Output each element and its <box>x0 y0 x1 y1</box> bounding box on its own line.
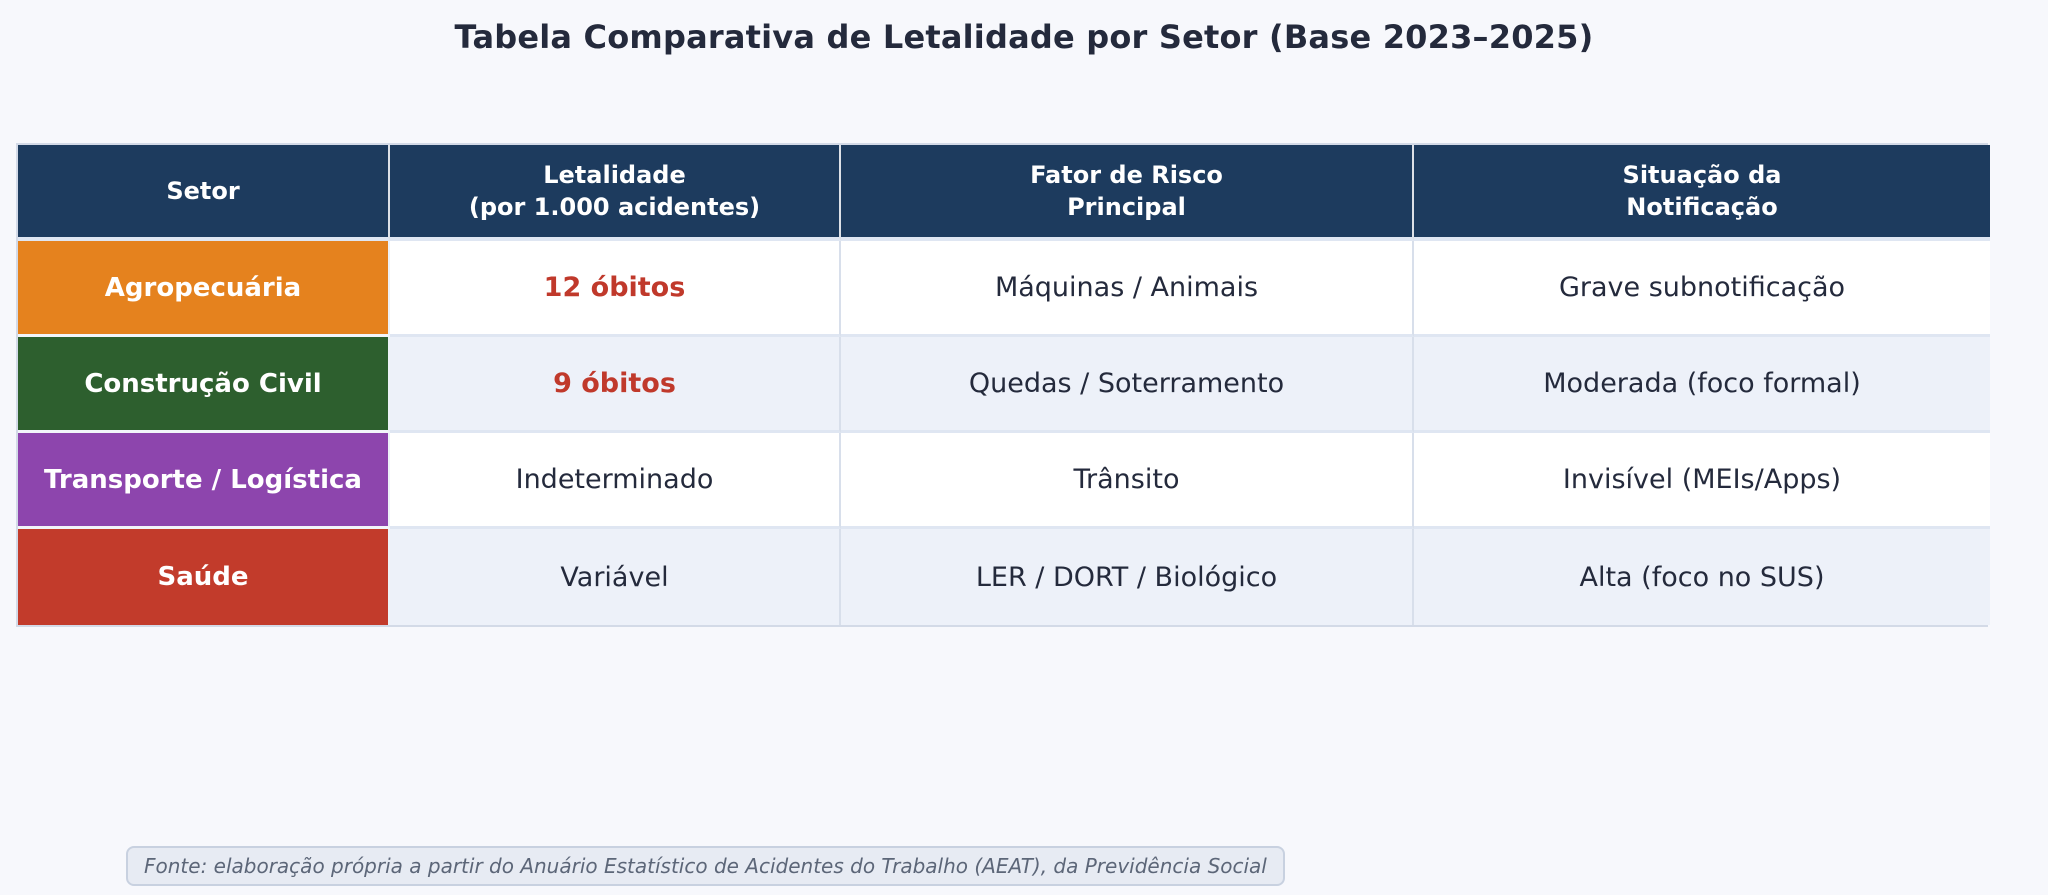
comparative-table: Setor Letalidade (por 1.000 acidentes) Fa… <box>18 145 1990 625</box>
fator-risco-cell: Quedas / Soterramento <box>841 337 1414 433</box>
col-header-fator-de-risco: Fator de Risco Principal <box>841 145 1414 241</box>
col-header-situacao-notificacao: Situação da Notificação <box>1414 145 1990 241</box>
header-line: Principal <box>1067 193 1186 221</box>
header-row: Setor Letalidade (por 1.000 acidentes) Fa… <box>18 145 1990 241</box>
letalidade-cell: Variável <box>390 529 841 625</box>
sector-cell: Agropecuária <box>18 241 390 337</box>
fator-risco-cell: Trânsito <box>841 433 1414 529</box>
fator-risco-cell: LER / DORT / Biológico <box>841 529 1414 625</box>
header-line: Fator de Risco <box>1030 160 1223 189</box>
table-row-transporte-logistica: Transporte / Logística Indeterminado Trâ… <box>18 433 1990 529</box>
sector-cell: Transporte / Logística <box>18 433 390 529</box>
sector-cell: Construção Civil <box>18 337 390 433</box>
source-caption: Fonte: elaboração própria a partir do An… <box>126 846 1285 886</box>
situacao-cell: Alta (foco no SUS) <box>1414 529 1990 625</box>
situacao-cell: Invisível (MEIs/Apps) <box>1414 433 1990 529</box>
figure-title: Tabela Comparativa de Letalidade por Set… <box>454 18 1594 56</box>
comparative-table-container: Setor Letalidade (por 1.000 acidentes) Fa… <box>16 143 1990 627</box>
header-line: (por 1.000 acidentes) <box>468 193 761 221</box>
table-row-saude: Saúde Variável LER / DORT / Biológico Al… <box>18 529 1990 625</box>
letalidade-cell: 12 óbitos <box>390 241 841 337</box>
situacao-cell: Grave subnotificação <box>1414 241 1990 337</box>
col-header-letalidade: Letalidade (por 1.000 acidentes) <box>390 145 841 241</box>
letalidade-cell: 9 óbitos <box>390 337 841 433</box>
fator-risco-cell: Máquinas / Animais <box>841 241 1414 337</box>
sector-cell: Saúde <box>18 529 390 625</box>
header-line: Letalidade <box>543 160 686 189</box>
table-row-agropecuaria: Agropecuária 12 óbitos Máquinas / Animai… <box>18 241 1990 337</box>
table-row-construcao-civil: Construção Civil 9 óbitos Quedas / Soter… <box>18 337 1990 433</box>
header-line: Situação da <box>1622 160 1782 189</box>
letalidade-cell: Indeterminado <box>390 433 841 529</box>
header-line: Notificação <box>1626 193 1778 221</box>
header-line: Setor <box>166 176 240 205</box>
situacao-cell: Moderada (foco formal) <box>1414 337 1990 433</box>
col-header-setor: Setor <box>18 145 390 241</box>
